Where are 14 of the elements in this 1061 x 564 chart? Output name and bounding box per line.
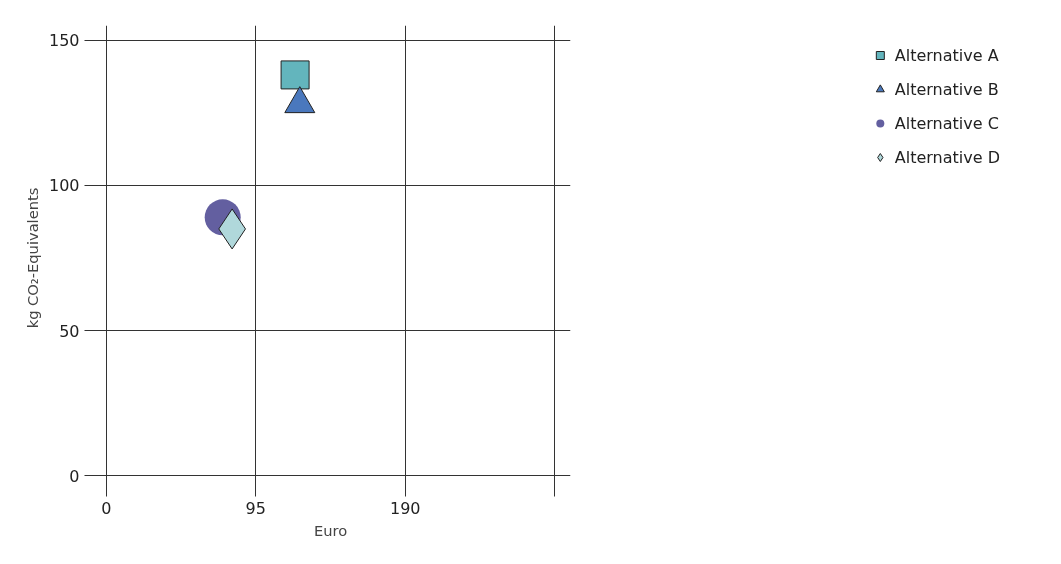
legend-label: Alternative D [894, 147, 1000, 167]
legend-label: Alternative B [894, 79, 999, 99]
y-axis-title: kg CO₂-Equivalents [23, 187, 41, 329]
x-axis-title: Euro [313, 521, 348, 539]
legend-label: Alternative A [894, 45, 999, 65]
y-tick-label: 0 [69, 466, 80, 486]
y-tick-label: 50 [59, 321, 80, 341]
x-tick-label: 190 [389, 498, 421, 518]
x-tick-label: 95 [245, 498, 266, 518]
y-tick-label: 150 [48, 31, 80, 51]
legend-label: Alternative C [894, 113, 999, 133]
point [280, 60, 310, 90]
y-tick-label: 100 [48, 176, 80, 196]
x-tick-label: 0 [101, 498, 112, 518]
